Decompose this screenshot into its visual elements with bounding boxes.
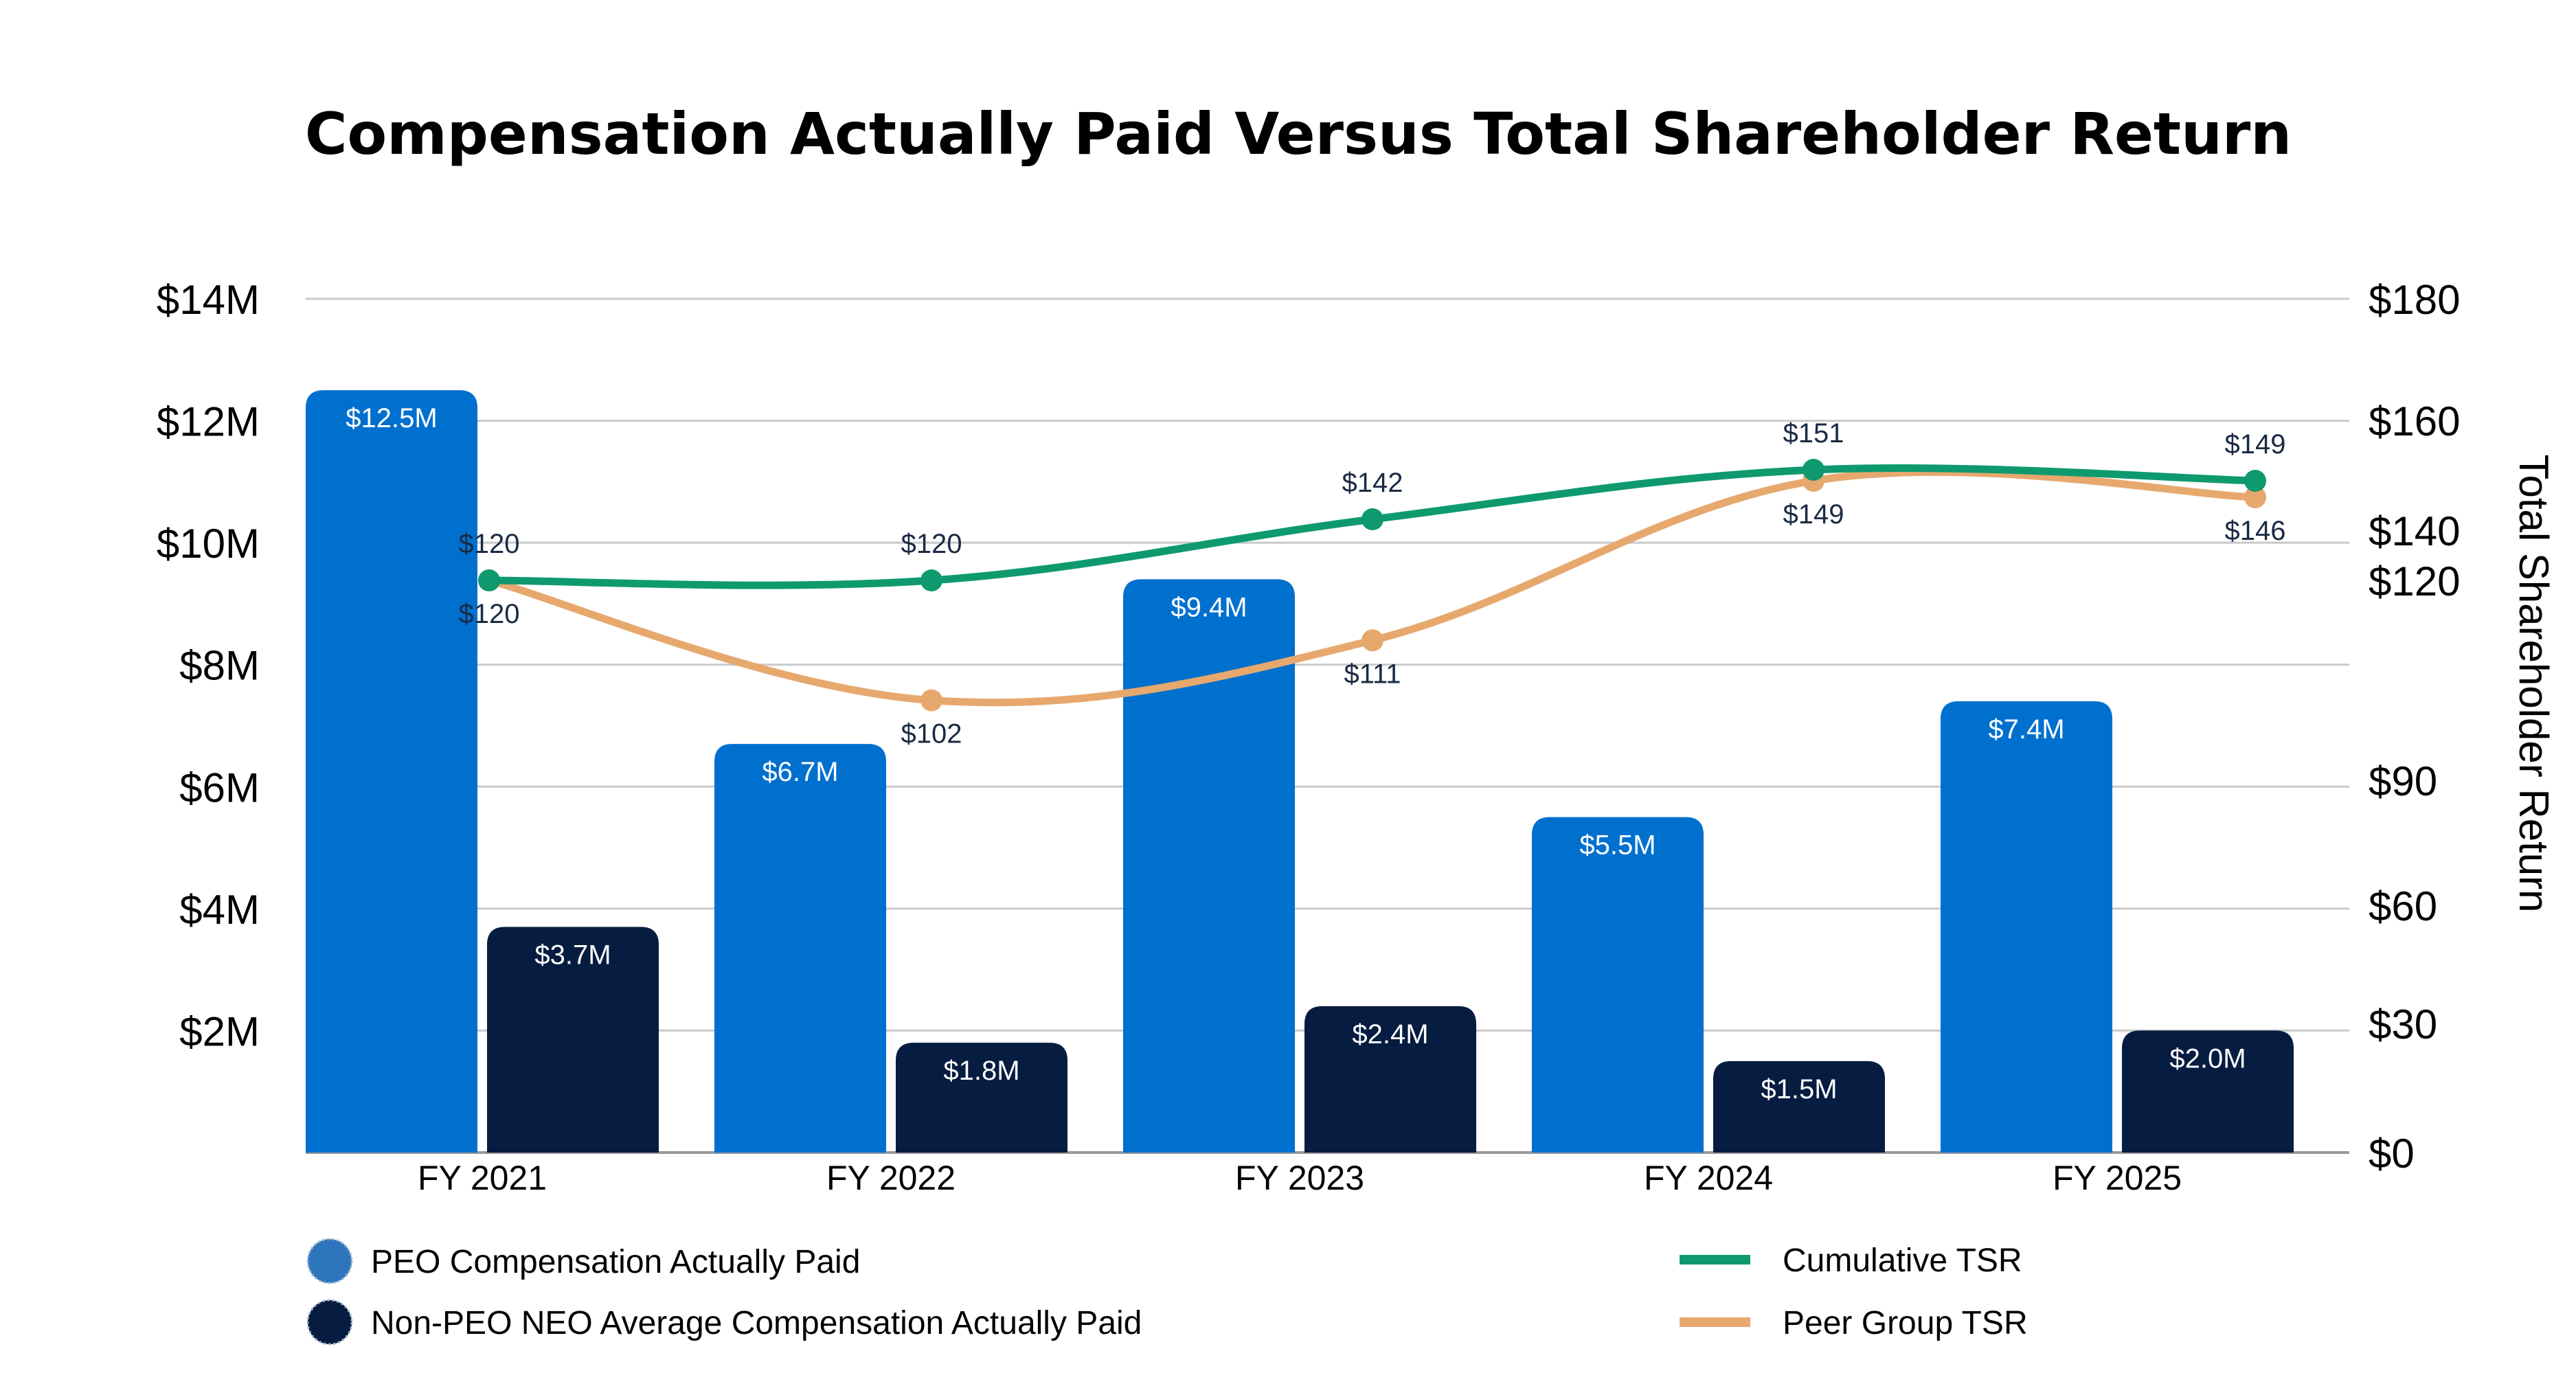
line-value-label: $120 <box>459 599 520 629</box>
y-tick-label: $12M <box>157 399 260 445</box>
bar-neo <box>1304 1006 1476 1153</box>
y2-axis-title: Total Shareholder Return <box>2511 454 2557 912</box>
bar-value-label: $9.4M <box>1171 592 1247 622</box>
y2-tick-label: $160 <box>2369 398 2460 444</box>
y2-tick-label: $60 <box>2369 883 2437 929</box>
bar-value-label: $3.7M <box>534 940 611 970</box>
legend-label: PEO Compensation Actually Paid <box>371 1244 860 1280</box>
point-cumulative-tsr <box>1362 508 1383 530</box>
y2-tick-label: $90 <box>2369 758 2437 804</box>
y-tick-label: $8M <box>179 643 260 689</box>
legend-label: Non-PEO NEO Average Compensation Actuall… <box>371 1305 1142 1341</box>
y2-tick-label: $30 <box>2369 1001 2437 1047</box>
bar-peo <box>306 390 477 1153</box>
point-cumulative-tsr <box>2244 470 2266 492</box>
bar-neo <box>1713 1061 1885 1153</box>
legend-marker <box>306 1299 353 1346</box>
y2-tick-label: $140 <box>2369 508 2460 554</box>
x-tick-label: FY 2021 <box>418 1159 547 1197</box>
line-value-label: $102 <box>901 719 962 749</box>
bar-peo <box>714 744 886 1153</box>
bar-value-label: $6.7M <box>762 757 838 787</box>
bar-peo <box>1532 817 1704 1153</box>
legend-label: Cumulative TSR <box>1783 1243 2022 1279</box>
bar-value-label: $5.5M <box>1579 830 1656 861</box>
bar-neo <box>2122 1030 2294 1153</box>
x-tick-label: FY 2023 <box>1235 1159 1364 1197</box>
bar-peo <box>1123 579 1295 1153</box>
y-tick-label: $2M <box>179 1008 260 1054</box>
bar-peo <box>1941 701 2112 1153</box>
chart-title: Compensation Actually Paid Versus Total … <box>305 100 2292 168</box>
bar-neo <box>896 1043 1067 1153</box>
line-value-label: $149 <box>1783 499 1844 530</box>
y-tick-label: $6M <box>179 764 260 810</box>
point-cumulative-tsr <box>1803 459 1824 481</box>
line-value-label: $111 <box>1344 659 1401 689</box>
y2-tick-label: $180 <box>2369 277 2460 323</box>
legend-label: Peer Group TSR <box>1783 1305 2028 1341</box>
bar-value-label: $2.0M <box>2169 1043 2246 1074</box>
line-value-label: $142 <box>1342 468 1403 498</box>
y2-tick-label: $0 <box>2369 1131 2415 1177</box>
point-peer-group-tsr <box>1362 629 1383 652</box>
point-cumulative-tsr <box>920 569 942 591</box>
x-tick-label: FY 2025 <box>2053 1159 2182 1197</box>
line-value-label: $146 <box>2225 516 2286 546</box>
y2-tick-label: $120 <box>2369 558 2460 604</box>
line-value-label: $120 <box>459 529 520 559</box>
point-cumulative-tsr <box>478 569 500 591</box>
x-tick-label: FY 2022 <box>826 1159 956 1197</box>
bar-value-label: $7.4M <box>1988 714 2064 745</box>
x-tick-label: FY 2024 <box>1644 1159 1773 1197</box>
bar-value-label: $2.4M <box>1352 1019 1428 1050</box>
point-peer-group-tsr <box>920 689 942 712</box>
line-value-label: $120 <box>901 529 962 559</box>
y-tick-label: $14M <box>157 277 260 323</box>
point-peer-group-tsr <box>2244 486 2266 508</box>
legend-marker <box>306 1238 353 1284</box>
bar-value-label: $1.5M <box>1761 1074 1837 1104</box>
line-value-label: $151 <box>1783 418 1844 449</box>
bar-value-label: $12.5M <box>346 403 437 433</box>
y-tick-label: $10M <box>157 521 260 567</box>
bar-value-label: $1.8M <box>943 1056 1019 1086</box>
bar-neo <box>487 927 659 1153</box>
line-value-label: $149 <box>2225 429 2286 460</box>
y-tick-label: $4M <box>179 887 260 933</box>
